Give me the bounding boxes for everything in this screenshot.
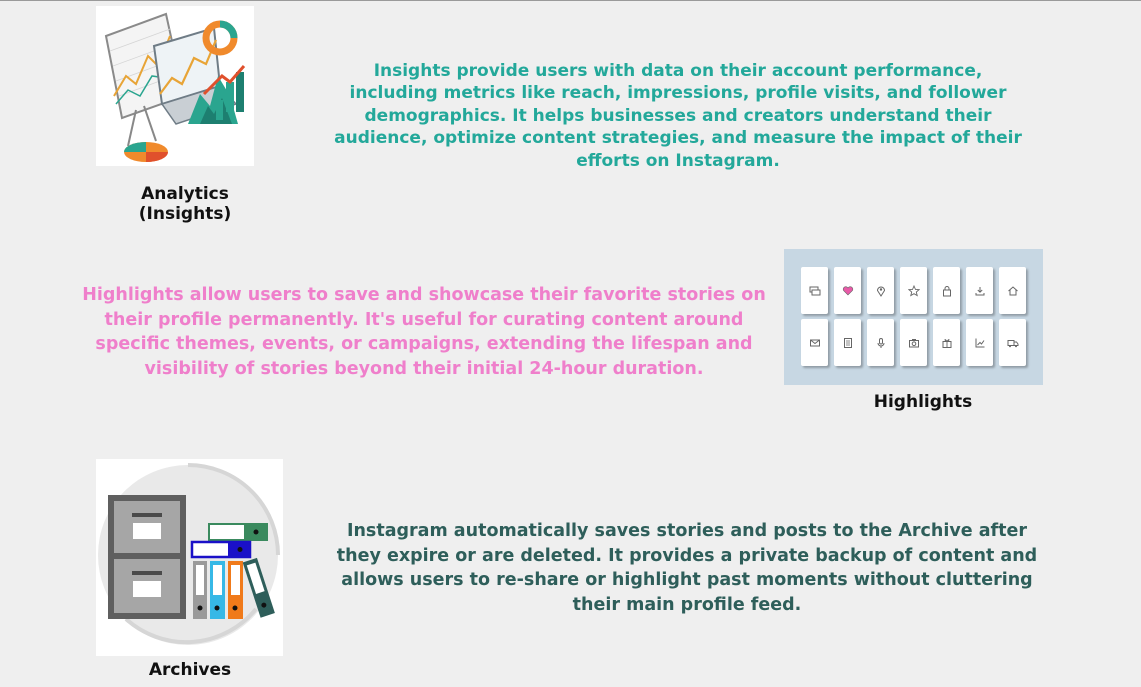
document-icon bbox=[834, 319, 861, 366]
heart-icon bbox=[834, 267, 861, 314]
chat-icon bbox=[801, 267, 828, 314]
microphone-icon bbox=[867, 319, 894, 366]
mail-icon bbox=[801, 319, 828, 366]
highlights-description: Highlights allow users to save and showc… bbox=[82, 285, 766, 379]
analytics-caption: Analytics (Insights) bbox=[138, 184, 232, 224]
highlights-caption: Highlights bbox=[873, 392, 973, 412]
camera-icon bbox=[900, 319, 927, 366]
analytics-illustration bbox=[96, 6, 254, 166]
chart-icon bbox=[966, 319, 993, 366]
lock-icon bbox=[933, 267, 960, 314]
archives-caption: Archives bbox=[148, 660, 232, 680]
location-pin-icon bbox=[867, 267, 894, 314]
star-icon bbox=[900, 267, 927, 314]
home-icon bbox=[999, 267, 1026, 314]
archives-description: Instagram automatically saves stories an… bbox=[336, 521, 1038, 615]
download-icon bbox=[966, 267, 993, 314]
analytics-description: Insights provide users with data on thei… bbox=[334, 61, 1022, 171]
highlights-illustration bbox=[784, 249, 1043, 385]
gift-icon bbox=[933, 319, 960, 366]
truck-icon bbox=[999, 319, 1026, 366]
archives-illustration bbox=[96, 459, 283, 656]
